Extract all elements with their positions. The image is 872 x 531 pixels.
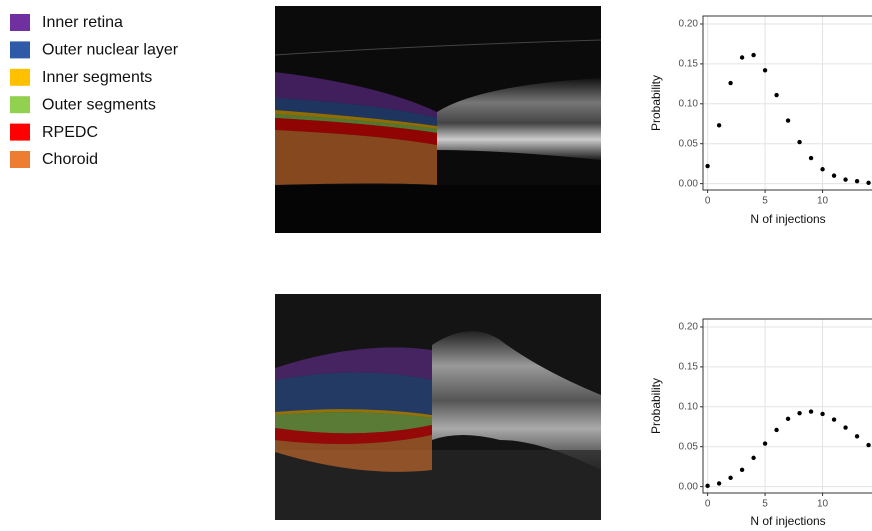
point [809,156,813,160]
legend-swatch [10,41,30,58]
point [774,93,778,97]
legend-swatch [10,69,30,86]
plot-panel [703,319,872,493]
point [740,55,744,59]
point [809,409,813,413]
point [866,443,870,447]
point [820,412,824,416]
y-tick-label: 0.05 [679,441,699,452]
point [855,179,859,183]
y-tick-label: 0.20 [679,322,699,333]
point [832,417,836,421]
point [797,140,801,144]
point [786,118,790,122]
point [717,123,721,127]
x-tick-label: 5 [762,499,768,510]
point [751,53,755,57]
y-tick-label: 0.20 [679,19,699,30]
legend-label: Inner retina [42,14,123,31]
legend-swatch [10,14,30,31]
point [843,177,847,181]
x-tick-label: 0 [705,499,711,510]
point [705,164,709,168]
legend-label: Choroid [42,151,98,168]
x-tick-label: 0 [705,196,711,207]
legend-label: Outer nuclear layer [42,42,179,59]
plot-panel [703,16,872,190]
x-axis-title: N of injections [750,514,825,528]
legend-swatch [10,124,30,141]
x-axis-title: N of injections [750,212,825,226]
y-tick-label: 0.10 [679,98,699,109]
y-tick-label: 0.00 [679,178,699,189]
segmentation-layer [275,373,432,416]
y-axis-title: Probability [649,75,663,131]
y-tick-label: 0.15 [679,362,699,373]
point [717,481,721,485]
point [728,476,732,480]
point [843,425,847,429]
y-tick-label: 0.15 [679,59,699,70]
legend-swatch [10,96,30,113]
point [705,484,709,488]
point [763,68,767,72]
y-tick-label: 0.00 [679,481,699,492]
legend-label: Inner segments [42,69,152,86]
point [728,81,732,85]
x-tick-label: 10 [817,196,829,207]
point [820,167,824,171]
y-axis-title: Probability [649,378,663,434]
point [774,428,778,432]
point [832,173,836,177]
point [855,434,859,438]
y-tick-label: 0.10 [679,401,699,412]
x-tick-label: 10 [817,499,829,510]
y-tick-label: 0.05 [679,138,699,149]
point [786,417,790,421]
figure: Inner retina Outer nuclear layer Inner seg… [0,0,872,531]
legend-label: Outer segments [42,96,156,113]
page: {"legend": {"items": [ {"label": "Inner … [0,0,872,531]
point [751,456,755,460]
x-tick-label: 5 [762,196,768,207]
point [797,411,801,415]
legend-swatch [10,151,30,168]
point [866,181,870,185]
point [740,468,744,472]
legend-label: RPEDC [42,124,98,141]
point [763,441,767,445]
